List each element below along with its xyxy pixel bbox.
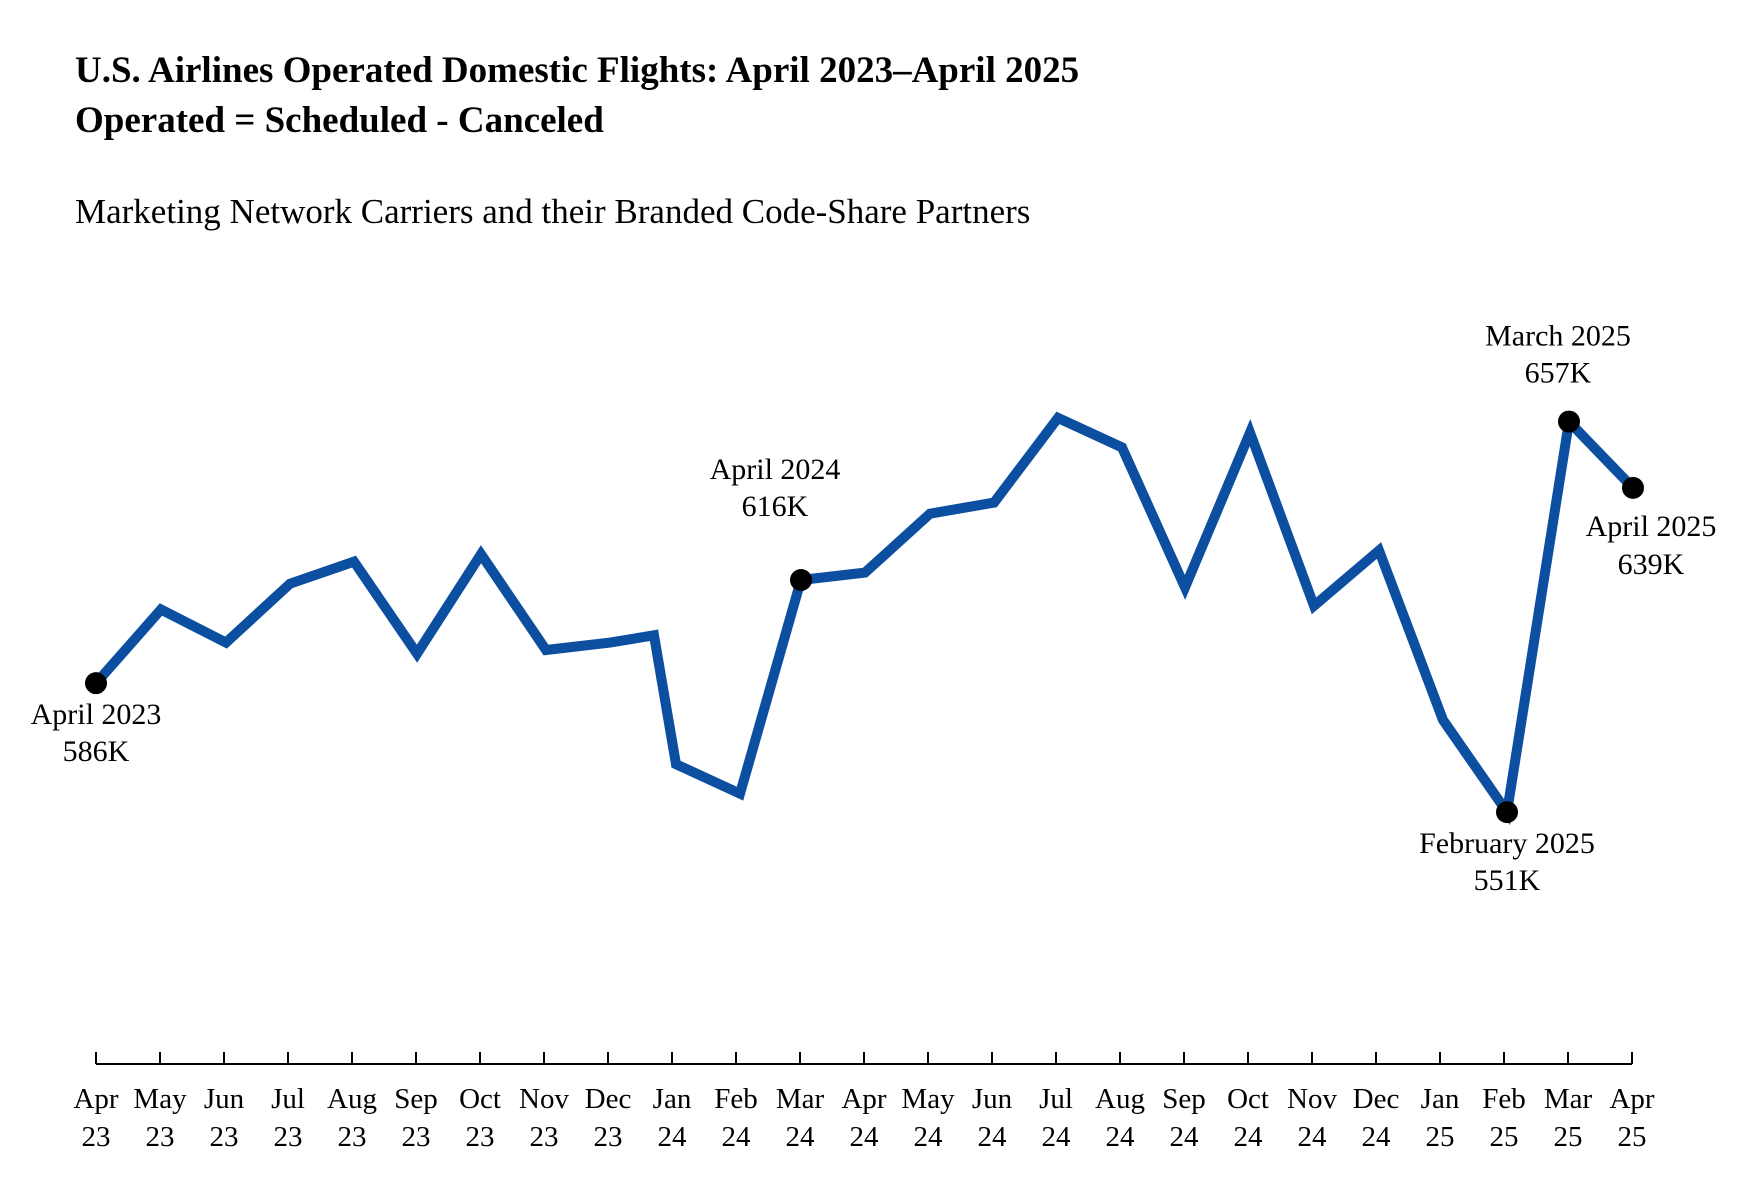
x-tick-label-year: 24	[722, 1121, 752, 1153]
annotation-value-label: 551K	[1474, 864, 1541, 897]
annotation-label: April 2024	[710, 453, 841, 486]
x-tick-label-year: 24	[1234, 1121, 1264, 1153]
x-tick-label-year: 23	[402, 1121, 431, 1153]
x-tick-label-year: 24	[1170, 1121, 1200, 1153]
annotation-label: April 2025	[1586, 510, 1717, 543]
x-tick-label-month: Jul	[271, 1083, 305, 1115]
data-point-marker	[85, 672, 107, 695]
chart-title: U.S. Airlines Operated Domestic Flights:…	[75, 46, 1079, 146]
x-tick-label-month: Sep	[1162, 1083, 1206, 1115]
data-point-marker	[1496, 801, 1518, 824]
annotation-layer: April 2023 586K April 2024 616K February 202…	[31, 320, 1717, 898]
annotation-value-label: 639K	[1618, 548, 1685, 581]
x-tick-label-year: 25	[1618, 1121, 1647, 1153]
x-tick-label-month: Aug	[327, 1083, 377, 1115]
x-tick-label-month: Feb	[1482, 1083, 1526, 1115]
x-tick-label-month: Nov	[1287, 1083, 1337, 1115]
x-tick-label-month: Dec	[1353, 1083, 1400, 1115]
x-tick-label-month: Nov	[519, 1083, 569, 1115]
marker-layer	[85, 410, 1644, 824]
x-tick-label-month: Oct	[459, 1083, 501, 1115]
x-tick-label-year: 23	[530, 1121, 559, 1153]
x-tick-label-month: Oct	[1227, 1083, 1269, 1115]
series-layer	[92, 410, 1637, 826]
x-tick-label-year: 24	[658, 1121, 688, 1153]
x-axis: Apr 23 May 23 Jun 23 Jul 23 Aug 23 Sep 23 Oct 23 Nov 23…	[73, 1052, 1655, 1153]
x-tick-label-year: 23	[146, 1121, 175, 1153]
annotation-label: April 2023	[31, 698, 162, 731]
x-tick-label-year: 23	[274, 1121, 303, 1153]
x-tick-label-month: Jun	[204, 1083, 245, 1115]
x-tick-label-year: 24	[914, 1121, 944, 1153]
series-line	[92, 410, 1637, 826]
x-tick-label-month: May	[133, 1083, 187, 1115]
x-tick-label-month: Mar	[776, 1083, 825, 1115]
title-line-2: Operated = Scheduled - Canceled	[75, 100, 604, 141]
x-tick-label-year: 23	[338, 1121, 367, 1153]
data-point-marker	[1558, 410, 1580, 433]
x-tick-label-month: Apr	[1609, 1083, 1654, 1115]
x-tick-label-year: 25	[1490, 1121, 1519, 1153]
x-tick-label-year: 24	[1042, 1121, 1072, 1153]
x-tick-label-year: 23	[594, 1121, 623, 1153]
x-tick-label-year: 24	[850, 1121, 880, 1153]
x-tick-label-year: 24	[1106, 1121, 1136, 1153]
annotation-label: February 2025	[1419, 827, 1595, 860]
data-point-marker	[790, 569, 812, 591]
x-tick-label-year: 24	[786, 1121, 816, 1153]
x-tick-label-year: 23	[82, 1121, 111, 1153]
x-tick-label-month: Mar	[1544, 1083, 1593, 1115]
x-tick-label-month: Aug	[1095, 1083, 1145, 1115]
x-tick-label-year: 23	[466, 1121, 495, 1153]
x-tick-label-year: 23	[210, 1121, 239, 1153]
x-tick-label-month: Apr	[73, 1083, 118, 1115]
x-tick-label-year: 25	[1554, 1121, 1583, 1153]
x-tick-label-month: Jan	[1421, 1083, 1460, 1115]
x-tick-label-month: Jul	[1039, 1083, 1073, 1115]
x-tick-label-year: 24	[1298, 1121, 1328, 1153]
x-tick-label-month: May	[901, 1083, 955, 1115]
x-tick-label-month: Apr	[841, 1083, 886, 1115]
x-tick-label-year: 24	[978, 1121, 1008, 1153]
annotation-value-label: 657K	[1525, 357, 1592, 390]
title-line-1: U.S. Airlines Operated Domestic Flights:…	[75, 50, 1080, 91]
x-tick-label-year: 24	[1362, 1121, 1392, 1153]
data-point-marker	[1622, 476, 1644, 499]
annotation-value-label: 586K	[63, 735, 130, 768]
x-tick-label-month: Jun	[972, 1083, 1013, 1115]
annotation-label: March 2025	[1485, 320, 1631, 353]
x-tick-label-month: Feb	[714, 1083, 758, 1115]
x-tick-label-month: Sep	[394, 1083, 438, 1115]
annotation-value-label: 616K	[742, 490, 809, 523]
chart-subtitle: Marketing Network Carriers and their Bra…	[75, 192, 1031, 231]
x-tick-label-month: Dec	[585, 1083, 632, 1115]
x-tick-label-year: 25	[1426, 1121, 1455, 1153]
x-tick-label-month: Jan	[653, 1083, 692, 1115]
